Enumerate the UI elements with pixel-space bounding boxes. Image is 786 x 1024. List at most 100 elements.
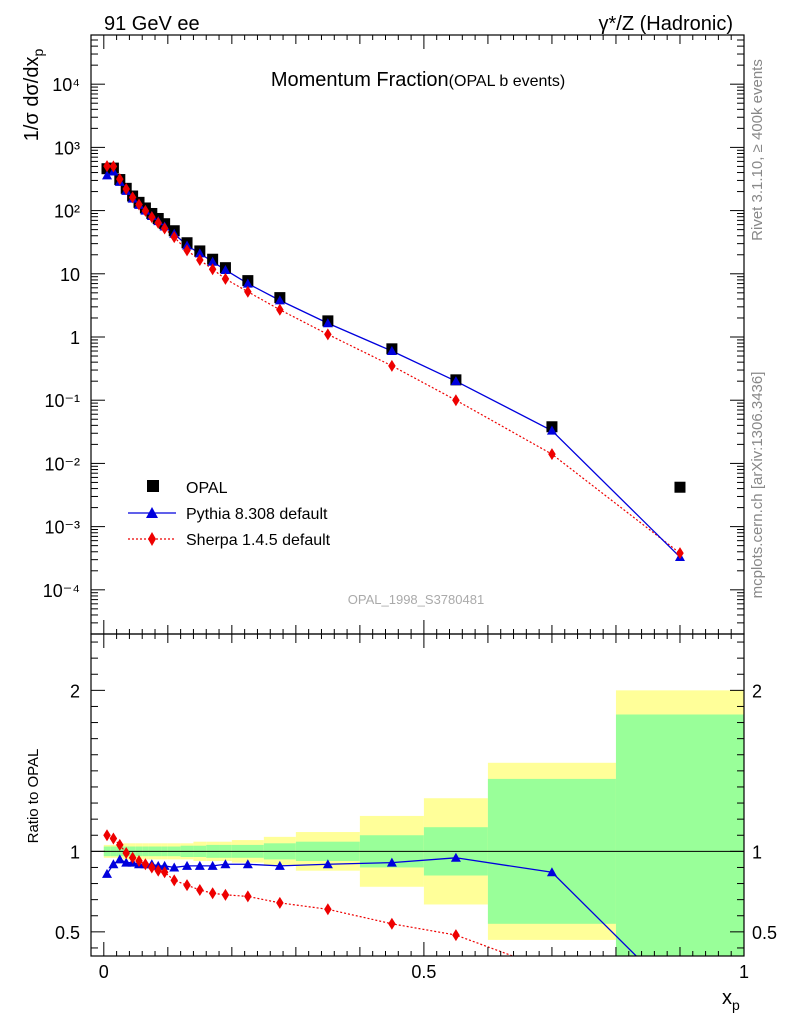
ratio-pythia-point [242,859,253,869]
ratio-sherpa-point [196,883,204,896]
pythia-point [102,170,113,180]
ratio-sherpa-point [154,864,162,877]
ratio-pythia-point [121,857,132,867]
main-ytick-label: 10³ [54,138,80,158]
xtick-label: 0.5 [411,962,436,982]
header-left: 91 GeV ee [104,13,200,35]
sherpa-point [109,160,118,173]
pythia-point [386,346,397,356]
sherpa-point [208,263,217,276]
xtick-label: 0 [99,962,109,982]
header-right: γ*/Z (Hadronic) [599,13,733,35]
ratio-pythia-point [159,860,170,870]
ratio-sherpa-point [170,874,178,887]
main-ytick-label: 10² [54,202,80,222]
ratio-pythia-point [220,859,231,869]
legend-pythia-marker [146,507,158,518]
main-plot-marks [101,160,686,562]
ratio-pythia-point [386,857,397,867]
plot-title-main: Momentum Fraction [271,69,449,91]
ratio-sherpa-point [160,866,169,879]
main-ytick-label: 10⁴ [52,75,80,95]
ratio-pythia-point [114,854,125,864]
ratio-sherpa-point [122,846,130,859]
ratio-pythia-point [274,860,285,870]
ratio-sherpa-point [452,929,460,942]
main-ytick-label: 10⁻¹ [44,391,80,411]
ratio-ytick-label-right: 2 [752,681,762,701]
main-ytick-label: 10 [60,265,80,285]
sherpa-point [244,285,252,298]
ratio-pythia-point [194,860,205,870]
ratio-uncertainty-bands [91,690,744,956]
main-ytick-label: 10⁻³ [44,518,80,538]
ratio-sherpa-point [103,829,111,842]
ratio-sherpa-point [141,858,150,871]
sherpa-point [103,160,111,173]
rivet-label: Rivet 3.1.10, ≥ 400k events [749,59,766,241]
sherpa-point [324,328,332,341]
ratio-ytick-label: 2 [70,681,80,701]
ratio-sherpa-point [128,851,137,864]
ratio-sherpa-point [135,855,143,868]
ratio-sherpa-point [276,896,284,909]
pythia-point [220,264,231,274]
ratio-sherpa-point [208,887,217,900]
legend-opal-marker [147,480,159,492]
ratio-xlabel: xp [722,987,740,1013]
sherpa-point [160,222,169,235]
ratio-pythia-point [102,868,113,878]
pythia-point [450,376,461,386]
sherpa-point [548,448,556,461]
sherpa-point [116,173,124,186]
pythia-point [322,318,333,328]
ratio-sherpa-point [116,838,124,851]
sherpa-point [452,394,460,407]
pythia-point [546,425,557,435]
legend-sherpa-label: Sherpa 1.4.5 default [186,532,331,549]
ratio-sherpa-point [221,888,230,901]
legend-opal-label: OPAL [186,480,228,497]
sherpa-point [154,216,162,229]
pythia-point [207,256,218,266]
ratio-ytick-label: 1 [70,842,80,862]
ratio-pythia-point [169,862,180,872]
legend-pythia-label: Pythia 8.308 default [186,506,328,523]
band-inner [615,714,744,956]
xtick-label: 1 [739,962,749,982]
pythia-point [194,248,205,258]
ratio-ytick-label-right: 1 [752,842,762,862]
ratio-pythia-point [108,859,119,869]
sherpa-point [196,254,204,267]
legend-sherpa-marker [148,532,156,546]
ratio-sherpa-line [106,834,515,956]
sherpa-point [170,231,178,244]
main-ytick-label: 10⁻² [44,454,80,474]
pythia-point [274,295,285,305]
ratio-frame [90,633,745,957]
sherpa-point [221,272,230,285]
ratio-pythia-point [207,860,218,870]
mcplots-label: mcplots.cern.ch [arXiv:1306.3436] [749,372,766,599]
ratio-pythia-point [450,852,461,862]
sherpa-point [276,303,284,316]
ratio-ylabel: Ratio to OPAL [25,749,42,844]
ratio-sherpa-point [244,890,252,903]
sherpa-point [148,211,156,224]
ratio-plot-marks [102,829,638,956]
sherpa-point [388,359,396,372]
plot-title-sub: (OPAL b events) [449,73,566,90]
legend: OPAL Pythia 8.308 default Sherpa 1.4.5 d… [128,480,331,549]
main-ytick-label: 1 [70,328,80,348]
ratio-sherpa-point [324,903,332,916]
main-ytick-label: 10⁻⁴ [43,581,80,601]
ratio-sherpa-point [388,917,396,930]
ratio-pythia-point [182,860,193,870]
watermark: OPAL_1998_S3780481 [348,592,484,607]
ratio-pythia-line [106,857,638,956]
ratio-sherpa-point [109,832,118,845]
ratio-sherpa-point [183,879,191,892]
pythia-point [242,278,253,288]
